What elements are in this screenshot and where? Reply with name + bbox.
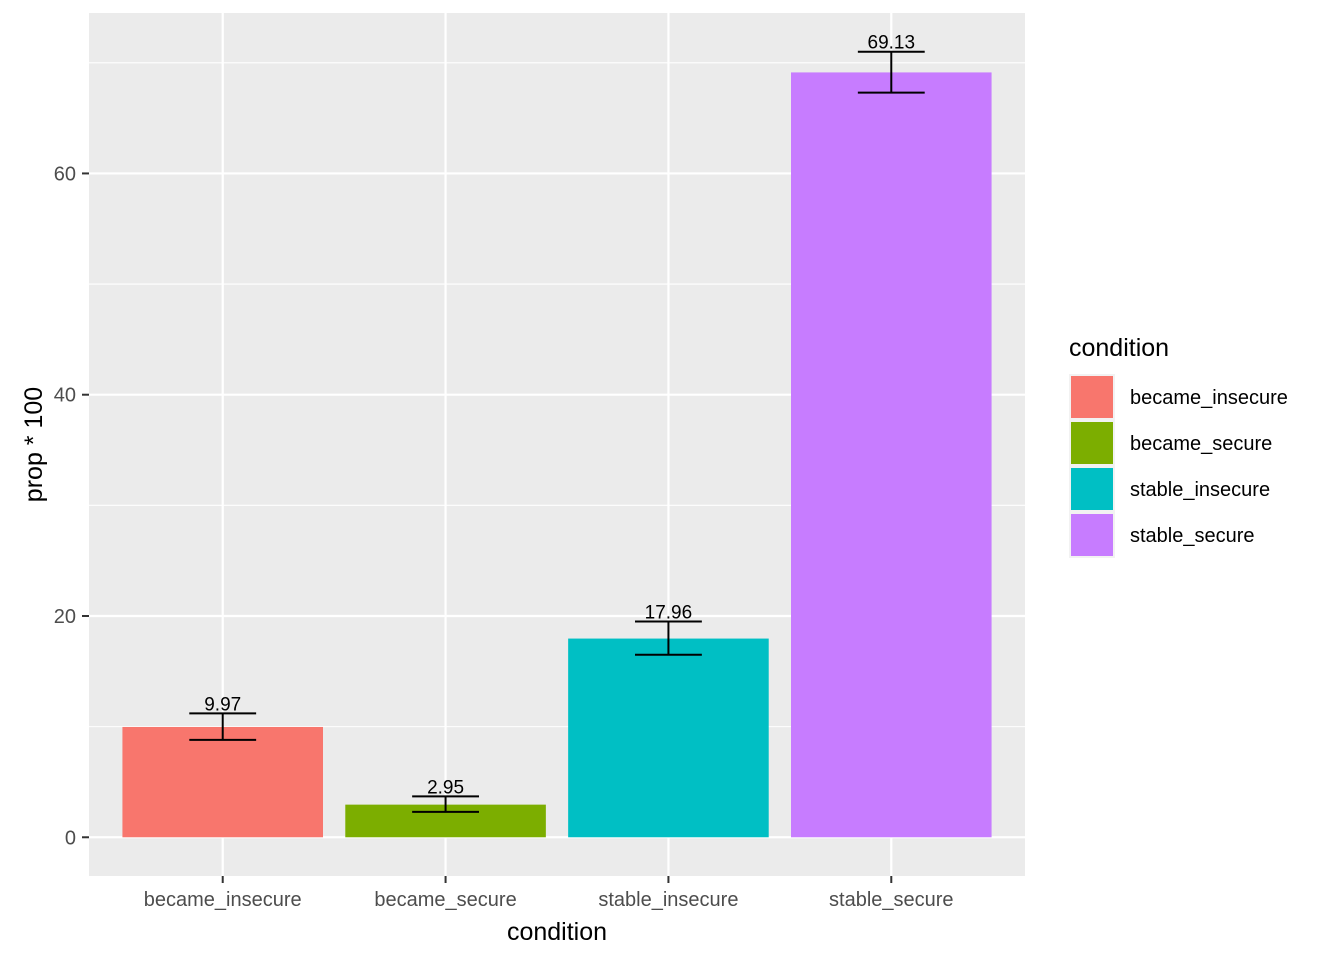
y-tick-label: 40 bbox=[54, 385, 76, 407]
bar-stable-insecure bbox=[568, 638, 769, 838]
legend-swatch bbox=[1071, 376, 1113, 418]
legend-swatch bbox=[1071, 514, 1113, 556]
x-tick-label: stable_secure bbox=[829, 889, 954, 911]
y-tick-label: 60 bbox=[54, 163, 76, 185]
error-bar-became-secure bbox=[412, 795, 479, 813]
legend-item: stable_insecure bbox=[1069, 466, 1270, 512]
x-tick-label: stable_insecure bbox=[598, 889, 738, 911]
bar-stable-secure bbox=[791, 72, 992, 838]
error-bars bbox=[189, 50, 925, 813]
data-labels: 9.97 2.95 17.96 69.13 bbox=[204, 33, 915, 799]
legend-item: stable_secure bbox=[1069, 512, 1255, 558]
error-bar-stable-secure bbox=[857, 50, 925, 94]
legend-item: became_insecure bbox=[1069, 374, 1288, 420]
y-tick-label: 0 bbox=[65, 827, 76, 849]
bar-became-insecure bbox=[122, 726, 323, 838]
legend-swatch bbox=[1071, 468, 1113, 510]
legend-label: stable_insecure bbox=[1130, 479, 1270, 501]
x-tick-label: became_secure bbox=[374, 889, 516, 911]
x-tick-label: became_insecure bbox=[144, 889, 302, 911]
data-label: 69.13 bbox=[868, 33, 916, 54]
y-tick-label: 20 bbox=[54, 606, 76, 628]
y-axis-title: prop * 100 bbox=[20, 387, 48, 502]
legend-item: became_secure bbox=[1069, 420, 1272, 466]
bars bbox=[122, 72, 992, 838]
data-label: 2.95 bbox=[427, 777, 464, 798]
error-bar-stable-insecure bbox=[635, 620, 702, 656]
y-axis: 0 20 40 60 bbox=[54, 163, 89, 849]
x-axis-title: condition bbox=[507, 918, 607, 946]
legend-title: condition bbox=[1069, 334, 1169, 362]
legend-label: became_insecure bbox=[1130, 387, 1288, 409]
legend-swatch bbox=[1071, 422, 1113, 464]
legend: condition became_insecure became_securest… bbox=[1069, 334, 1288, 558]
x-axis: became_insecure became_secure stable_insec… bbox=[144, 876, 954, 911]
legend-label: became_secure bbox=[1130, 433, 1272, 455]
error-bar-became-insecure bbox=[189, 712, 257, 741]
data-label: 9.97 bbox=[204, 694, 241, 715]
legend-label: stable_secure bbox=[1130, 525, 1255, 547]
data-label: 17.96 bbox=[645, 603, 693, 624]
